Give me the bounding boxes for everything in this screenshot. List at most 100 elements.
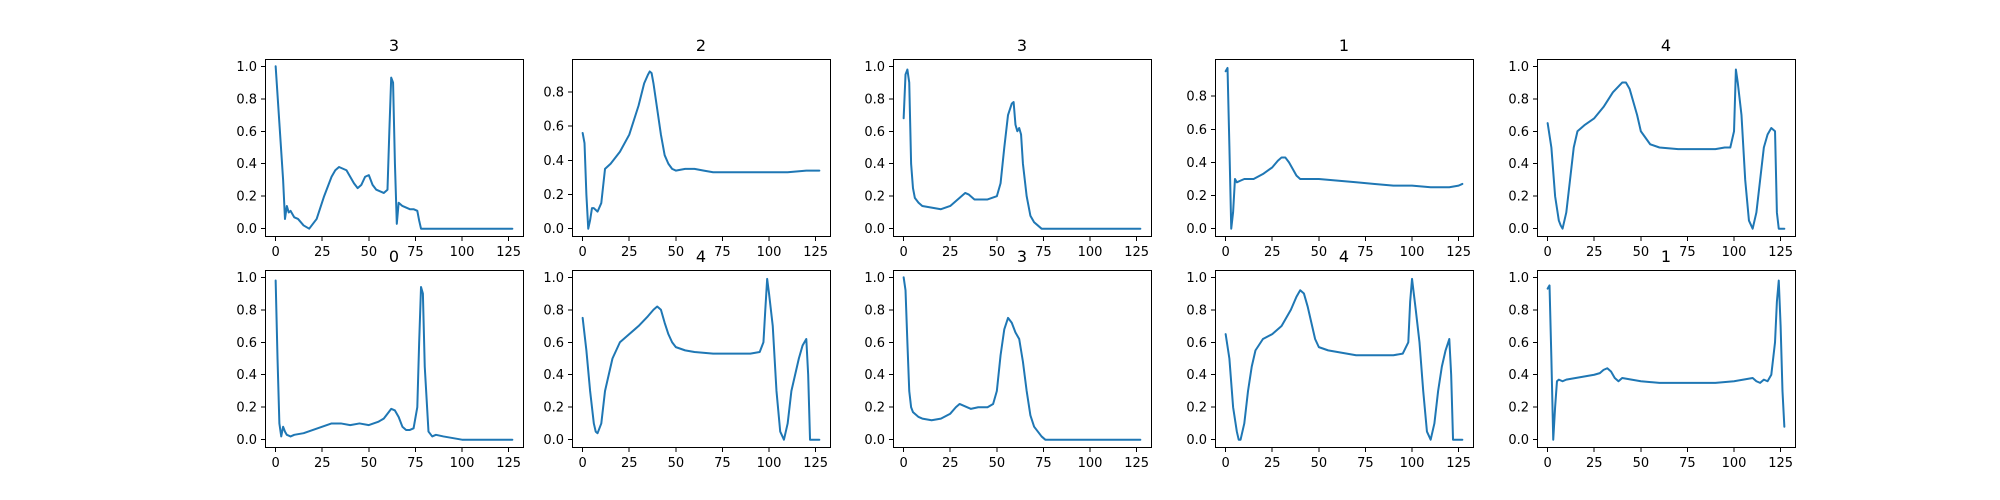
x-tick-label: 50 bbox=[1311, 245, 1328, 260]
y-tick-label: 0.2 bbox=[1508, 401, 1529, 416]
y-tick-label: 0.4 bbox=[236, 368, 257, 383]
x-tick-label: 125 bbox=[496, 456, 521, 471]
y-tick-label: 0.8 bbox=[864, 303, 885, 318]
x-tick-label: 0 bbox=[1222, 456, 1230, 471]
x-tick-label: 75 bbox=[1679, 245, 1696, 260]
x-tick-label: 25 bbox=[942, 245, 959, 260]
series-line bbox=[1224, 277, 1464, 441]
x-tick-label: 100 bbox=[1722, 245, 1747, 260]
y-tick-label: 0.4 bbox=[1508, 157, 1529, 172]
subplot-5: 4 0 25 50 75 100 125 0.0 0.2 0.4 0.6 0.8 1.0 bbox=[1508, 36, 1796, 260]
y-tick-label: 0.6 bbox=[543, 336, 564, 351]
y-tick-label: 0.6 bbox=[1186, 336, 1207, 351]
y-tick-label: 1.0 bbox=[1508, 60, 1529, 75]
subplot-10: 1 0 25 50 75 100 125 0.0 0.2 0.4 0.6 0.8 1.0 bbox=[1508, 247, 1796, 471]
x-tick-label: 25 bbox=[1586, 245, 1603, 260]
series-line bbox=[902, 68, 1142, 230]
x-tick-label: 125 bbox=[1124, 245, 1149, 260]
y-tick-label: 0.2 bbox=[236, 401, 257, 416]
x-tick-label: 125 bbox=[1124, 456, 1149, 471]
x-tick-label: 25 bbox=[621, 456, 638, 471]
y-tick-label: 0.4 bbox=[864, 368, 885, 383]
subplot-title: 4 bbox=[1339, 247, 1349, 266]
y-tick-label: 0.0 bbox=[236, 433, 257, 448]
series-line bbox=[1546, 279, 1786, 441]
x-tick-label: 0 bbox=[1544, 245, 1552, 260]
y-tick-label: 0.2 bbox=[236, 190, 257, 205]
x-tick-label: 25 bbox=[314, 456, 331, 471]
y-tick-label: 0.6 bbox=[1186, 123, 1207, 138]
x-tick-label: 75 bbox=[714, 245, 731, 260]
y-tick-label: 0.2 bbox=[1186, 401, 1207, 416]
y-tick-label: 0.8 bbox=[1186, 90, 1207, 105]
y-tick-label: 0.2 bbox=[543, 401, 564, 416]
x-tick-label: 75 bbox=[1357, 456, 1374, 471]
y-tick-label: 0.0 bbox=[1508, 433, 1529, 448]
x-tick-label: 0 bbox=[579, 245, 587, 260]
x-tick-label: 75 bbox=[1035, 456, 1052, 471]
x-tick-label: 100 bbox=[450, 245, 475, 260]
y-tick-label: 0.0 bbox=[543, 222, 564, 237]
subplot-9: 4 0 25 50 75 100 125 0.0 0.2 0.4 0.6 0.8 1.0 bbox=[1186, 247, 1474, 471]
y-tick-label: 0.4 bbox=[1186, 368, 1207, 383]
x-tick-label: 0 bbox=[900, 245, 908, 260]
subplot-6: 0 0 25 50 75 100 125 0.0 0.2 0.4 0.6 0.8 1.0 bbox=[236, 247, 524, 471]
x-tick-label: 75 bbox=[407, 245, 424, 260]
subplot-title: 4 bbox=[696, 247, 706, 266]
subplot-title: 2 bbox=[696, 36, 706, 55]
x-tick-label: 25 bbox=[1264, 456, 1281, 471]
y-tick-label: 0.0 bbox=[1186, 222, 1207, 237]
x-tick-label: 50 bbox=[668, 245, 685, 260]
x-tick-label: 100 bbox=[757, 245, 782, 260]
subplot-7: 4 0 25 50 75 100 125 0.0 0.2 0.4 0.6 0.8 1.0 bbox=[543, 247, 831, 471]
axes-frame bbox=[893, 270, 1152, 448]
axes-frame bbox=[1215, 59, 1474, 237]
subplot-title: 1 bbox=[1661, 247, 1671, 266]
y-tick-label: 0.8 bbox=[236, 303, 257, 318]
axes-frame bbox=[265, 270, 524, 448]
series-line bbox=[1224, 66, 1464, 230]
subplot-title: 4 bbox=[1661, 36, 1671, 55]
x-tick-label: 100 bbox=[757, 456, 782, 471]
x-tick-label: 25 bbox=[1264, 245, 1281, 260]
subplot-title: 3 bbox=[1017, 247, 1027, 266]
y-tick-label: 1.0 bbox=[236, 60, 257, 75]
x-tick-label: 25 bbox=[942, 456, 959, 471]
series-line bbox=[274, 65, 514, 230]
y-tick-label: 0.0 bbox=[864, 433, 885, 448]
x-tick-label: 25 bbox=[621, 245, 638, 260]
x-tick-label: 50 bbox=[361, 456, 378, 471]
x-tick-label: 0 bbox=[579, 456, 587, 471]
x-tick-label: 100 bbox=[1078, 245, 1103, 260]
x-tick-label: 125 bbox=[803, 456, 828, 471]
x-tick-label: 100 bbox=[1078, 456, 1103, 471]
series-line bbox=[1546, 68, 1786, 230]
axes-frame bbox=[1537, 59, 1796, 237]
x-tick-label: 0 bbox=[272, 456, 280, 471]
y-tick-label: 0.8 bbox=[864, 92, 885, 107]
y-tick-label: 0.4 bbox=[1508, 368, 1529, 383]
x-tick-label: 100 bbox=[1722, 456, 1747, 471]
y-tick-label: 0.6 bbox=[236, 336, 257, 351]
y-tick-label: 0.0 bbox=[543, 433, 564, 448]
axes-frame bbox=[893, 59, 1152, 237]
y-tick-label: 0.8 bbox=[1508, 303, 1529, 318]
x-tick-label: 25 bbox=[314, 245, 331, 260]
x-tick-label: 50 bbox=[1633, 456, 1650, 471]
y-tick-label: 0.2 bbox=[864, 401, 885, 416]
x-tick-label: 0 bbox=[900, 456, 908, 471]
x-tick-label: 0 bbox=[1544, 456, 1552, 471]
y-tick-label: 1.0 bbox=[864, 60, 885, 75]
subplot-title: 3 bbox=[389, 36, 399, 55]
y-tick-label: 0.6 bbox=[1508, 125, 1529, 140]
x-tick-label: 100 bbox=[1400, 245, 1425, 260]
axes-frame bbox=[265, 59, 524, 237]
axes-frame bbox=[1215, 270, 1474, 448]
x-tick-label: 50 bbox=[1311, 456, 1328, 471]
series-line bbox=[274, 279, 514, 441]
x-tick-label: 125 bbox=[1768, 456, 1793, 471]
x-tick-label: 125 bbox=[1446, 456, 1471, 471]
